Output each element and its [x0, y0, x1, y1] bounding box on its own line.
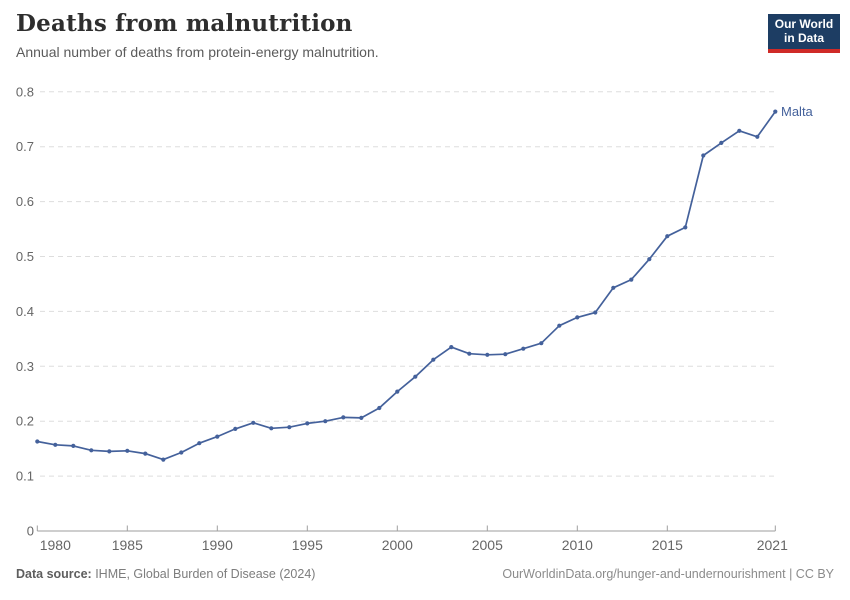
data-point[interactable] — [395, 389, 400, 394]
footer-link[interactable]: OurWorldinData.org/hunger-and-undernouri… — [502, 567, 834, 581]
data-point[interactable] — [719, 140, 724, 145]
data-point[interactable] — [449, 345, 454, 350]
x-axis — [36, 525, 776, 532]
data-point[interactable] — [737, 128, 742, 133]
y-tick-label: 0.3 — [16, 359, 34, 374]
owid-logo-line2: in Data — [783, 31, 824, 46]
data-point[interactable] — [125, 448, 130, 453]
data-point[interactable] — [341, 415, 346, 420]
data-point[interactable] — [611, 285, 616, 290]
chart-header: Deaths from malnutrition Annual number o… — [16, 10, 379, 60]
x-tick-label: 2015 — [652, 537, 683, 553]
data-point[interactable] — [629, 277, 634, 282]
data-point[interactable] — [539, 341, 544, 346]
data-point[interactable] — [521, 346, 526, 351]
data-point[interactable] — [269, 426, 274, 431]
data-point[interactable] — [251, 420, 256, 425]
y-tick-label: 0.7 — [16, 139, 34, 154]
data-point[interactable] — [233, 426, 238, 431]
data-point[interactable] — [143, 451, 148, 456]
y-axis-labels: 0 0.1 0.2 0.3 0.4 0.5 0.6 0.7 0.8 — [16, 84, 34, 538]
data-point[interactable] — [161, 457, 166, 462]
owid-logo-line1: Our World — [774, 17, 834, 31]
data-point[interactable] — [377, 405, 382, 411]
x-axis-labels: 1980 1985 1990 1995 2000 2005 2010 2015 2021 — [40, 537, 788, 553]
x-tick-label: 2021 — [757, 537, 788, 553]
data-point[interactable] — [647, 257, 652, 262]
x-tick-label: 1980 — [40, 537, 71, 553]
data-point[interactable] — [413, 374, 418, 379]
data-point[interactable] — [197, 441, 202, 446]
data-point[interactable] — [557, 323, 562, 328]
y-tick-label: 0.4 — [16, 304, 34, 319]
data-source-note: Data source: IHME, Global Burden of Dise… — [16, 567, 315, 581]
data-point[interactable] — [773, 109, 778, 114]
data-point[interactable] — [683, 225, 688, 230]
x-tick-label: 2000 — [382, 537, 413, 553]
data-point[interactable] — [179, 450, 184, 455]
data-source-label: Data source: — [16, 567, 92, 581]
data-point[interactable] — [359, 415, 364, 420]
gridlines — [40, 91, 776, 477]
y-tick-label: 0.5 — [16, 249, 34, 264]
data-point[interactable] — [593, 310, 598, 315]
data-point[interactable] — [89, 448, 94, 453]
page-title: Deaths from malnutrition — [16, 10, 353, 37]
data-point[interactable] — [35, 439, 40, 444]
x-tick-label: 1990 — [202, 537, 233, 553]
data-point[interactable] — [53, 442, 58, 447]
data-point[interactable] — [107, 449, 112, 454]
y-tick-label: 0.8 — [16, 84, 34, 99]
data-point[interactable] — [305, 421, 310, 426]
x-tick-label: 1985 — [112, 537, 143, 553]
series-label-malta[interactable]: Malta — [781, 104, 813, 119]
data-points-malta — [35, 109, 778, 462]
data-point[interactable] — [323, 419, 328, 424]
x-tick-label: 2010 — [562, 537, 593, 553]
data-point[interactable] — [575, 315, 580, 320]
owid-logo[interactable]: Our World in Data — [768, 14, 840, 54]
data-point[interactable] — [701, 153, 706, 158]
data-point[interactable] — [71, 443, 76, 448]
data-source-value: IHME, Global Burden of Disease (2024) — [91, 567, 316, 581]
data-point[interactable] — [665, 234, 670, 239]
data-point[interactable] — [467, 351, 472, 356]
data-line-malta[interactable] — [36, 110, 777, 461]
data-point[interactable] — [485, 352, 490, 357]
data-point[interactable] — [503, 352, 508, 357]
data-point[interactable] — [755, 134, 760, 139]
data-point[interactable] — [431, 357, 436, 362]
chart-footer: Data source: IHME, Global Burden of Dise… — [16, 567, 834, 581]
data-point[interactable] — [287, 425, 292, 430]
y-tick-label: 0.6 — [16, 194, 34, 209]
page-subtitle: Annual number of deaths from protein-ene… — [16, 44, 379, 60]
x-tick-label: 2005 — [472, 537, 503, 553]
x-tick-label: 1995 — [292, 537, 323, 553]
y-tick-label: 0.2 — [16, 414, 34, 429]
y-tick-label: 0 — [27, 524, 34, 539]
y-tick-label: 0.1 — [16, 469, 34, 484]
data-point[interactable] — [215, 434, 220, 439]
